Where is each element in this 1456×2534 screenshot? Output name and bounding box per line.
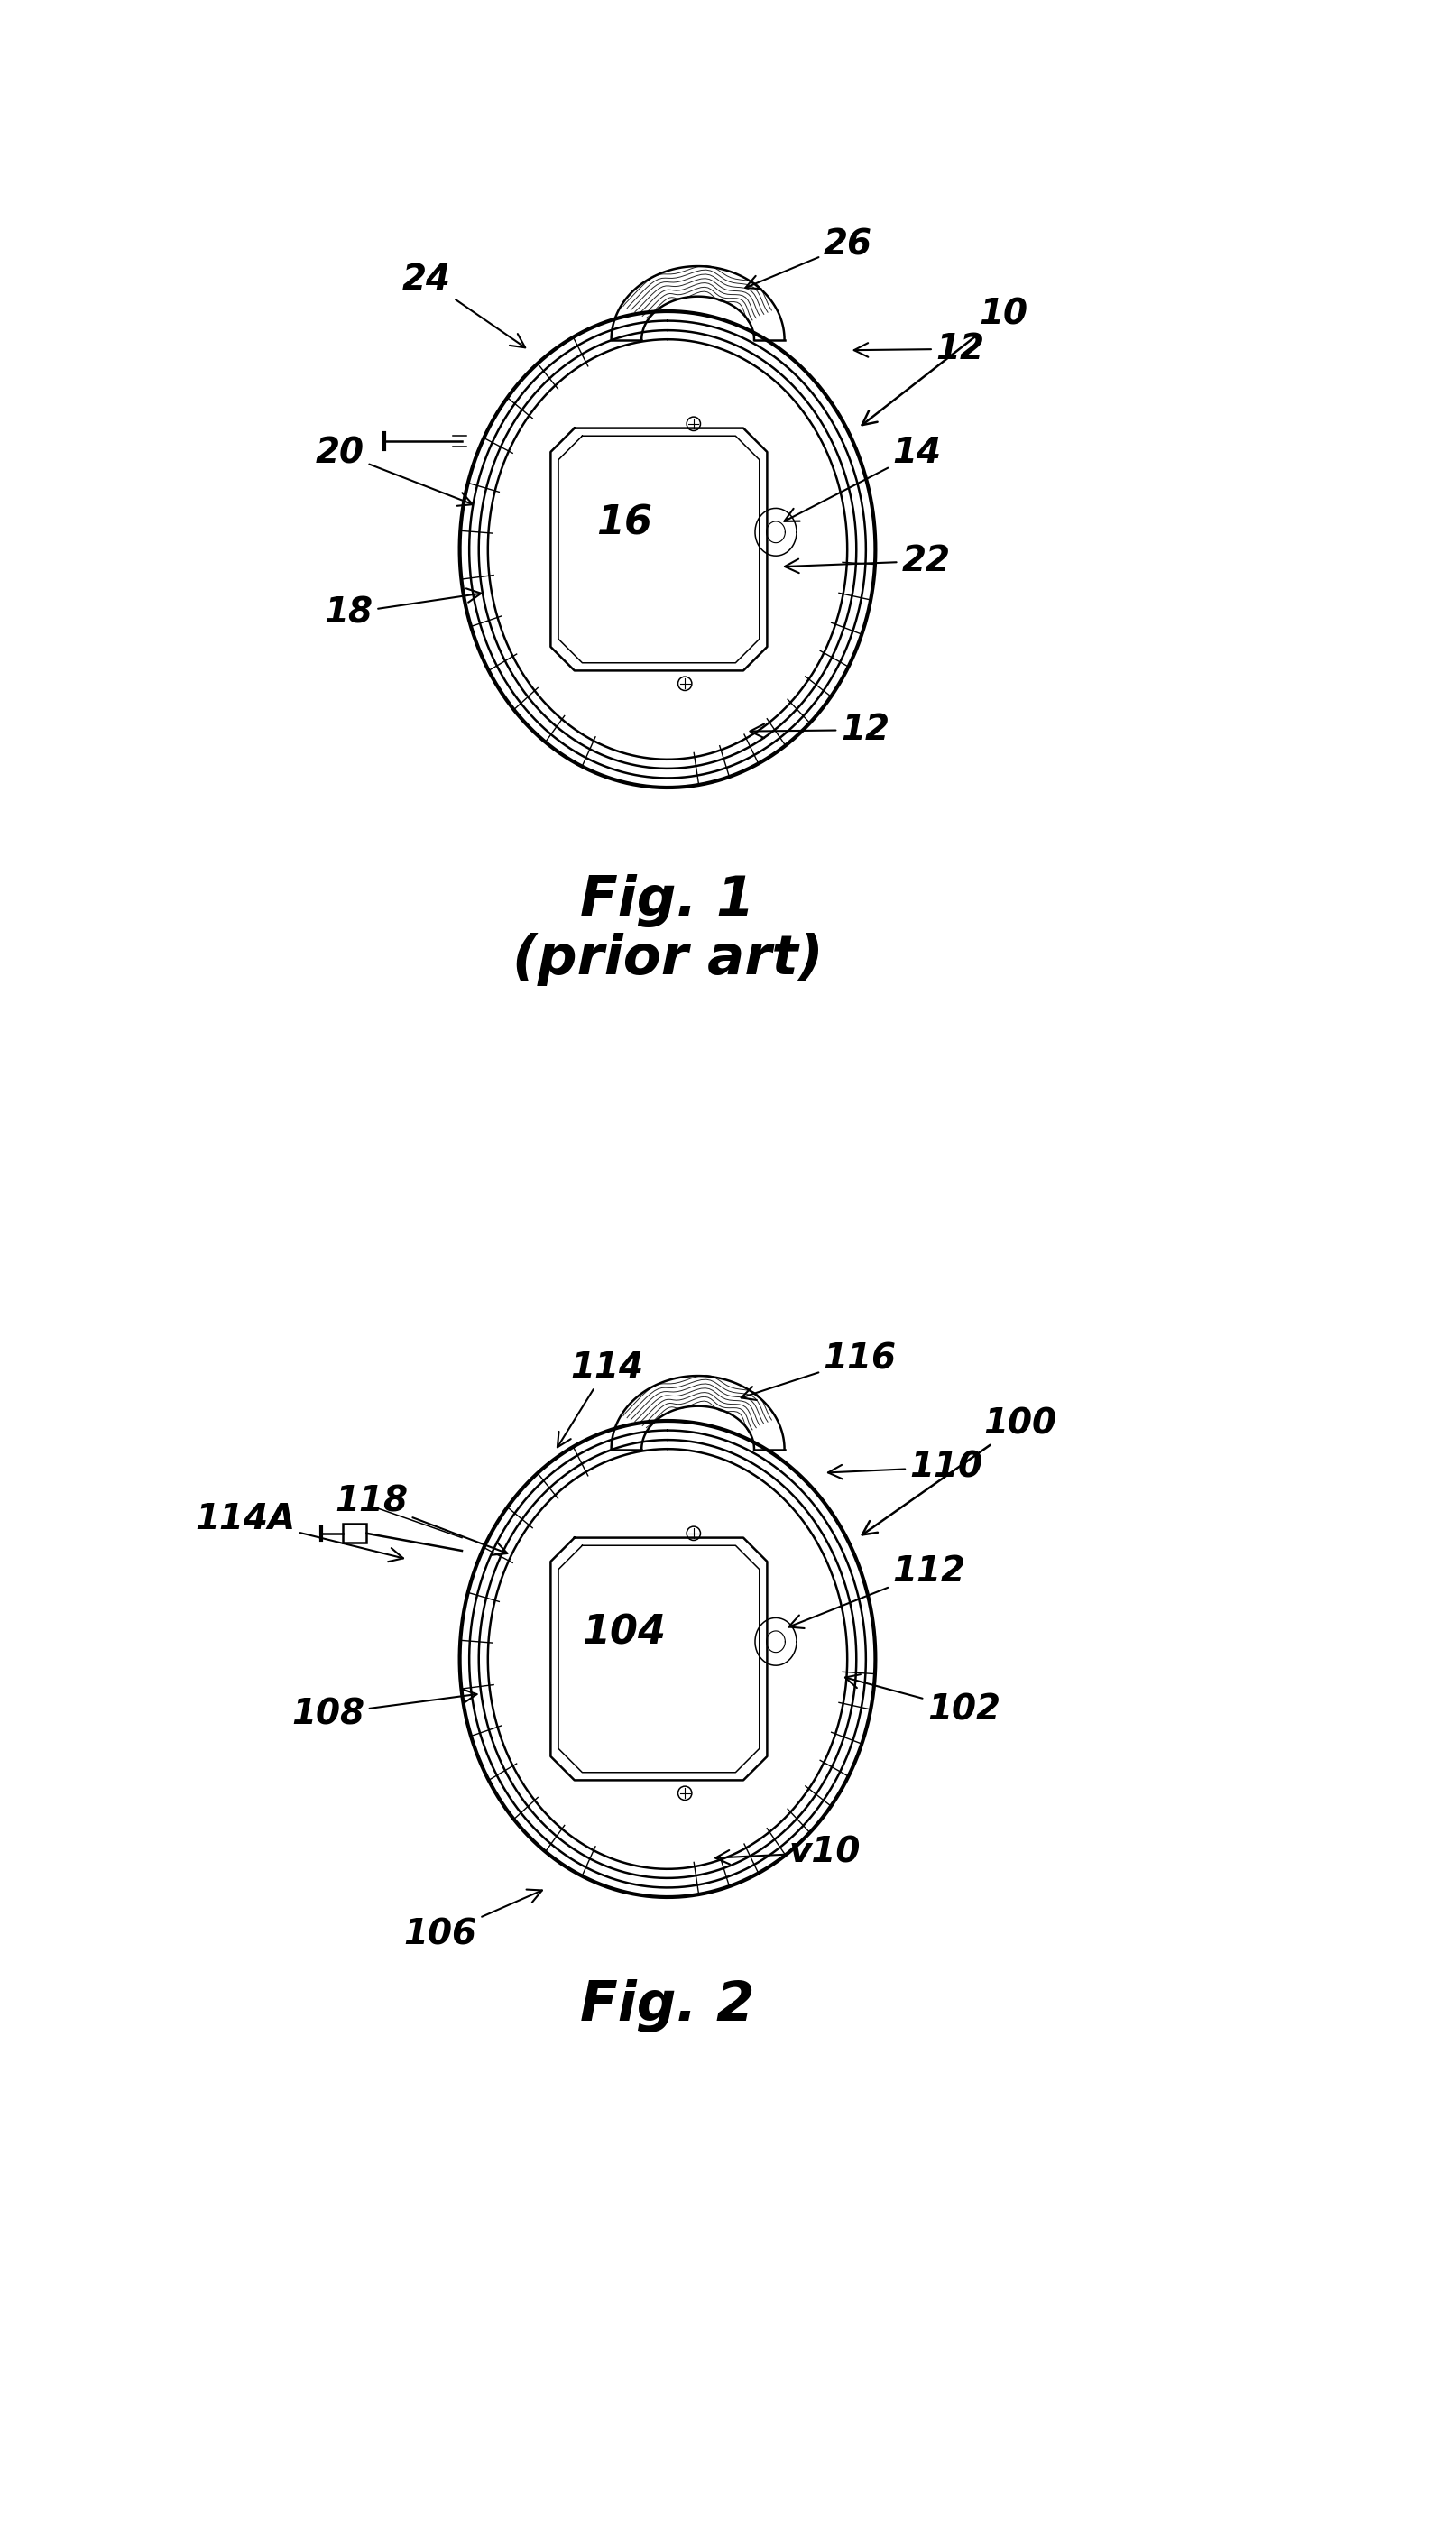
Text: 108: 108: [291, 1690, 476, 1731]
Text: 12: 12: [750, 712, 890, 748]
Text: 106: 106: [403, 1890, 542, 1951]
Text: 112: 112: [788, 1553, 965, 1629]
Bar: [342, 1523, 367, 1543]
Text: 12: 12: [853, 332, 984, 365]
Text: Fig. 1: Fig. 1: [579, 874, 754, 927]
Text: 20: 20: [316, 436, 472, 507]
Text: 10: 10: [862, 296, 1028, 426]
Text: Fig. 2: Fig. 2: [579, 1979, 754, 2032]
Text: 114: 114: [558, 1351, 644, 1447]
Text: 22: 22: [785, 545, 949, 578]
Text: v10: v10: [715, 1835, 860, 1870]
Text: 14: 14: [783, 436, 941, 522]
Text: 16: 16: [596, 504, 652, 542]
Text: 114A: 114A: [195, 1503, 403, 1561]
Text: 100: 100: [862, 1406, 1056, 1536]
Text: 110: 110: [827, 1449, 983, 1485]
Text: 24: 24: [402, 264, 524, 347]
Text: 116: 116: [741, 1343, 895, 1401]
Text: 118: 118: [335, 1485, 507, 1556]
Text: 104: 104: [582, 1614, 665, 1652]
Text: (prior art): (prior art): [513, 933, 823, 986]
Text: 26: 26: [745, 228, 872, 289]
Text: 18: 18: [325, 588, 480, 631]
Text: 102: 102: [844, 1675, 1000, 1726]
